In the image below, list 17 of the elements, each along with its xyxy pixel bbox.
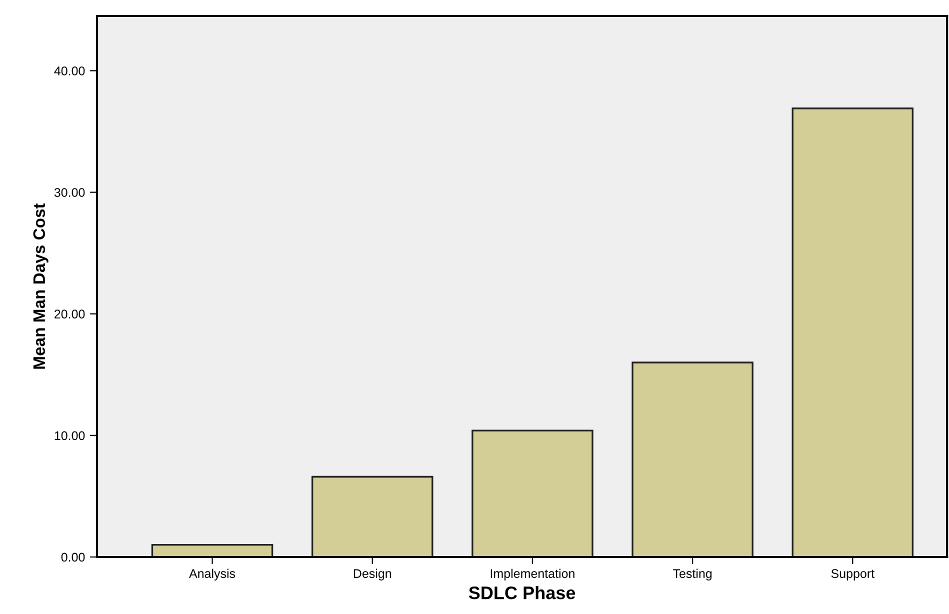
x-tick-label: Design bbox=[354, 568, 392, 580]
y-tick-label: 40.00 bbox=[54, 66, 85, 76]
y-tick-label: 10.00 bbox=[54, 431, 85, 440]
bar bbox=[151, 544, 274, 557]
bar bbox=[632, 362, 754, 557]
x-axis-title: SDLC Phase bbox=[468, 586, 576, 600]
x-tick-label: Testing bbox=[673, 568, 712, 580]
bar bbox=[792, 108, 914, 557]
bar bbox=[311, 476, 434, 557]
y-tick-label: 20.00 bbox=[54, 310, 85, 319]
x-tick-label: Implementation bbox=[490, 568, 574, 580]
bar bbox=[472, 430, 594, 557]
x-tick-label: Analysis bbox=[189, 568, 236, 580]
x-tick-label: Support bbox=[831, 569, 874, 580]
y-tick-label: 30.00 bbox=[54, 188, 85, 197]
y-tick-label: 0.00 bbox=[61, 552, 85, 562]
y-axis-title: Mean Man Days Cost bbox=[33, 203, 48, 369]
